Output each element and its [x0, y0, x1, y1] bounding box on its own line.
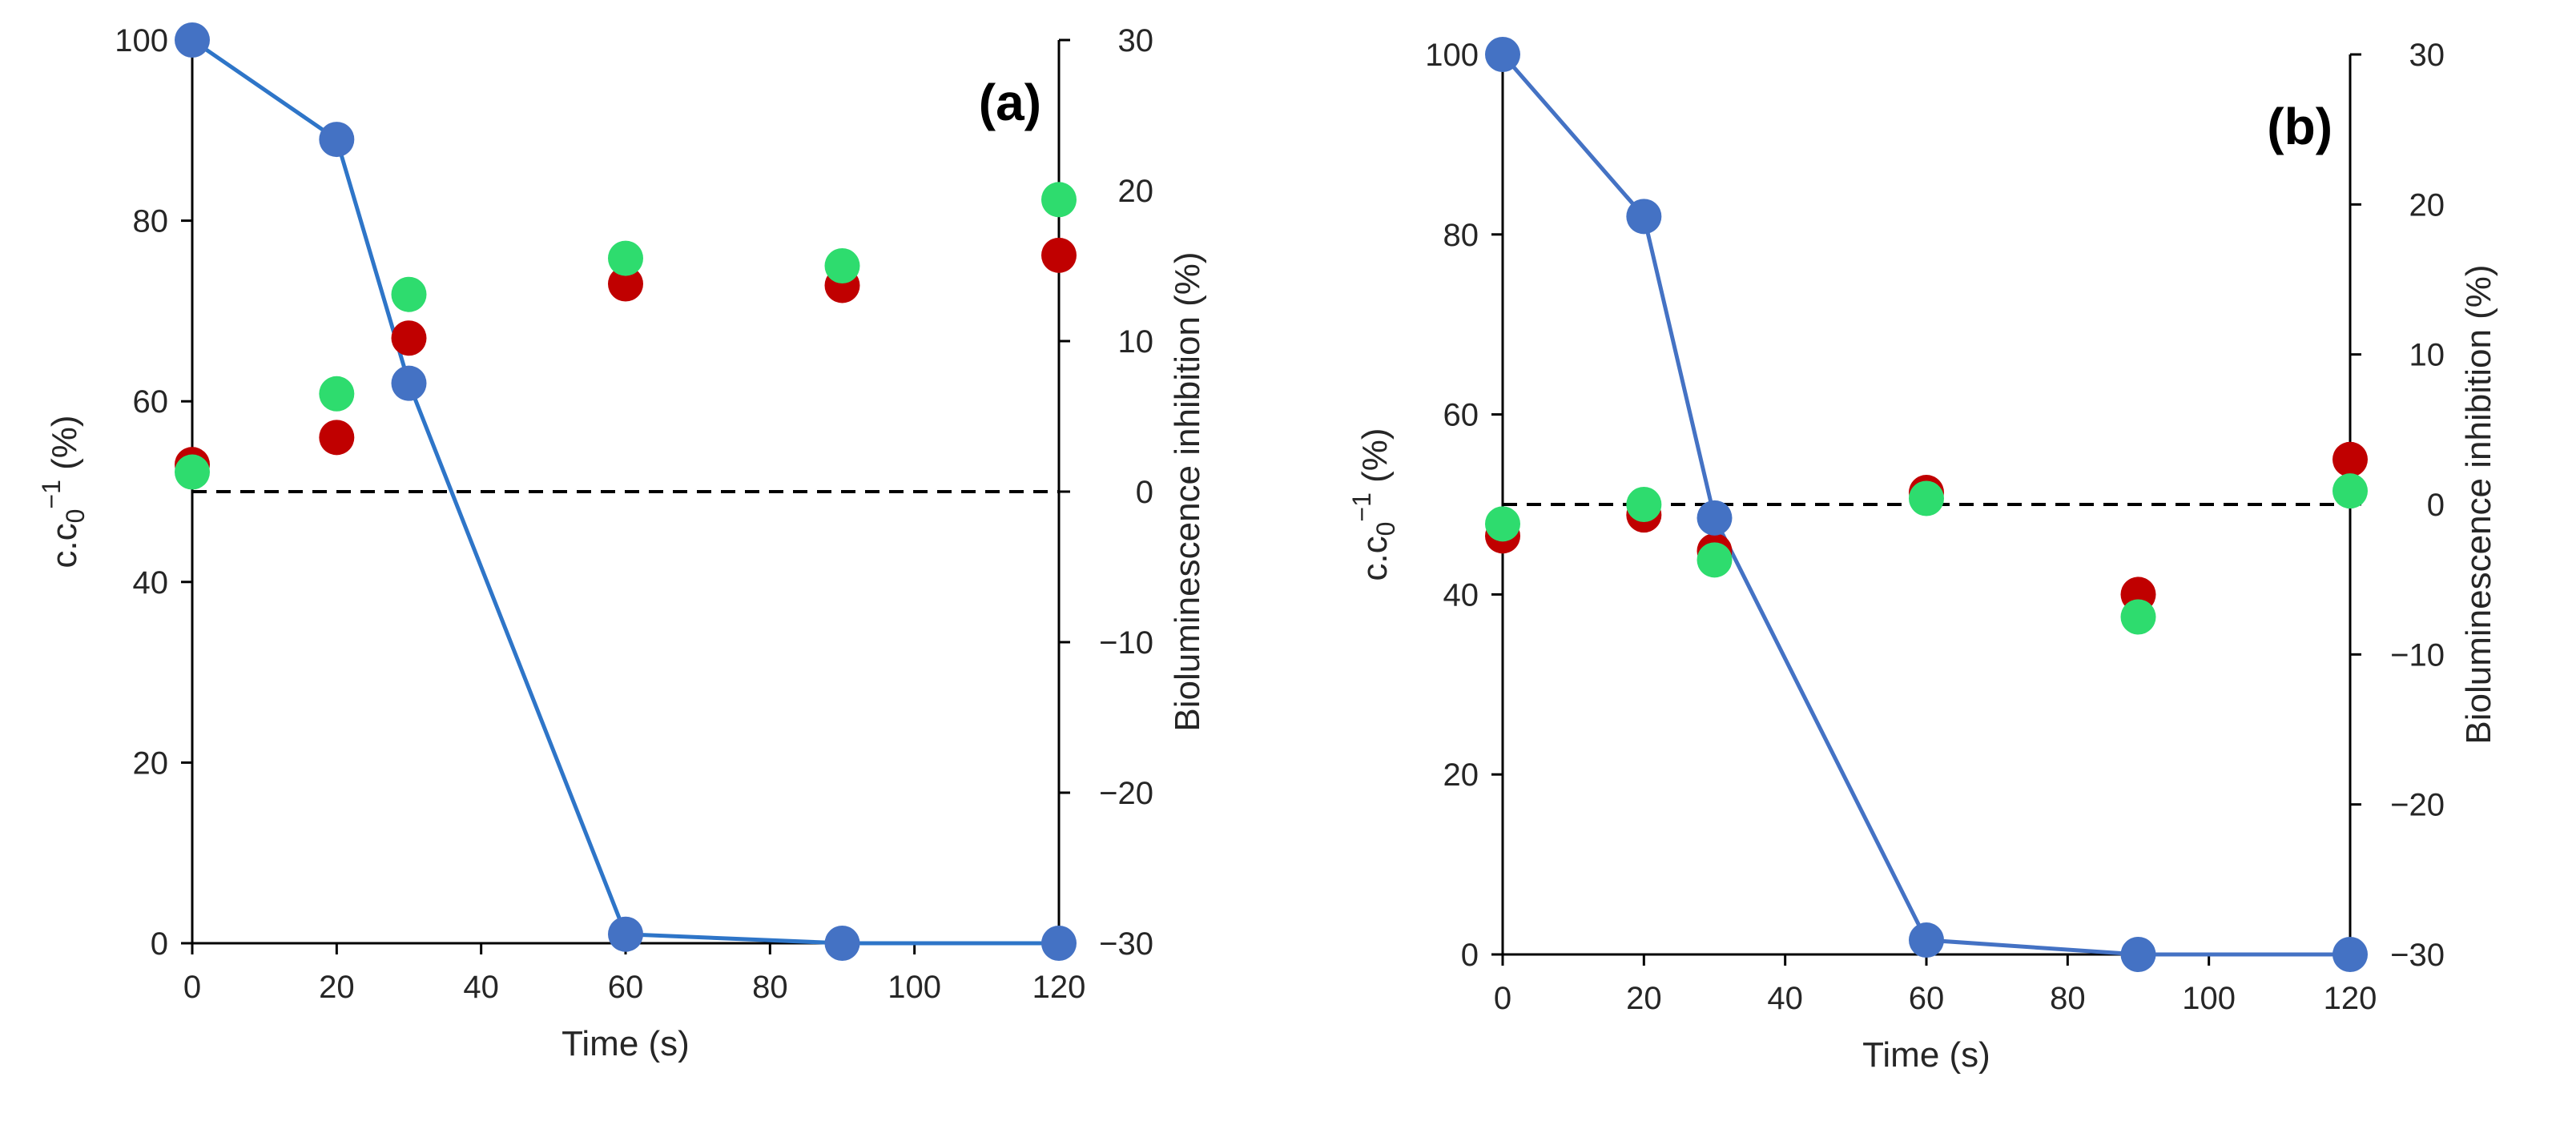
- data-point-c-c0: [2332, 937, 2368, 972]
- x-tick-label: 80: [2050, 981, 2086, 1016]
- data-point-c-c0: [1626, 199, 1662, 235]
- chart-panel-b: 0 20 40 60 80 100 120 0 20 40 60 80 100 −30 −20 −10 0 10 2…: [1347, 37, 2498, 1075]
- data-point-inhibition-green: [1909, 480, 1944, 516]
- y-tick-label: 80: [1443, 218, 1479, 253]
- y2-tick-label: −20: [2390, 788, 2445, 823]
- data-point-inhibition-green: [319, 376, 355, 412]
- x-tick-label: 0: [183, 970, 201, 1005]
- y-tick-label: 0: [151, 926, 168, 962]
- data-point-inhibition-red: [319, 420, 355, 456]
- y-tick-label: 100: [115, 23, 168, 58]
- y2-tick-label: 0: [2427, 488, 2445, 523]
- y2-axis-title: Bioluminescence inhibition (%): [1168, 251, 1207, 731]
- y2-tick-label: −10: [2390, 637, 2445, 673]
- data-point-inhibition-green: [1041, 182, 1077, 218]
- y-tick-label: 20: [133, 745, 169, 781]
- data-point-c-c0: [1909, 922, 1944, 958]
- y2-tick-label: 10: [1118, 324, 1154, 360]
- data-point-inhibition-green: [391, 276, 427, 312]
- y-tick-label: 60: [133, 384, 169, 420]
- y-tick-label: 100: [1425, 38, 1479, 73]
- x-axis-title: Time (s): [1862, 1035, 1990, 1075]
- y2-tick-label: −20: [1099, 776, 1153, 811]
- data-point-c-c0: [391, 365, 427, 401]
- series-line-c-c0: [191, 38, 1059, 946]
- y-axis-title: c.c0−1 (%): [1347, 428, 1400, 581]
- y2-tick-label: 30: [2409, 38, 2445, 73]
- series-line-c-c0: [1501, 53, 2350, 957]
- data-point-inhibition-red: [391, 320, 427, 356]
- data-point-c-c0: [1697, 500, 1733, 536]
- data-point-c-c0: [319, 122, 355, 158]
- data-point-inhibition-green: [1626, 487, 1662, 522]
- x-tick-label: 120: [2324, 981, 2377, 1016]
- data-point-inhibition-green: [608, 240, 643, 276]
- y2-axis-title: Bioluminescence inhibition (%): [2459, 264, 2498, 744]
- x-tick-label: 40: [463, 970, 499, 1005]
- x-tick-label: 60: [608, 970, 644, 1005]
- data-point-inhibition-green: [1697, 542, 1733, 578]
- panel-label: (b): [2267, 98, 2332, 155]
- y2-tick-label: −30: [2390, 938, 2445, 973]
- data-point-c-c0: [2120, 937, 2156, 972]
- data-point-inhibition-green: [175, 454, 210, 490]
- x-tick-label: 20: [319, 970, 355, 1005]
- data-point-inhibition-green: [2120, 599, 2156, 635]
- y-tick-label: 80: [133, 204, 169, 239]
- y2-tick-label: −10: [1099, 625, 1153, 661]
- data-point-inhibition-green: [1485, 506, 1520, 542]
- y2-tick-label: 20: [2409, 187, 2445, 223]
- x-tick-label: 40: [1767, 981, 1803, 1016]
- x-tick-label: 20: [1626, 981, 1662, 1016]
- data-point-inhibition-red: [2332, 441, 2368, 477]
- data-point-inhibition-green: [2332, 473, 2368, 509]
- y2-tick-label: 10: [2409, 338, 2445, 373]
- data-point-inhibition-red: [608, 266, 643, 302]
- panel-label: (a): [979, 74, 1041, 131]
- y-tick-label: 40: [133, 565, 169, 601]
- data-point-c-c0: [824, 926, 860, 961]
- y-tick-label: 60: [1443, 398, 1479, 433]
- x-tick-label: 100: [888, 970, 941, 1005]
- data-point-c-c0: [608, 916, 643, 952]
- y-tick-label: 20: [1443, 757, 1479, 793]
- y-tick-label: 40: [1443, 577, 1479, 613]
- data-point-c-c0: [1041, 926, 1077, 961]
- x-tick-label: 100: [2182, 981, 2236, 1016]
- x-tick-label: 120: [1032, 970, 1086, 1005]
- y-tick-label: 0: [1461, 938, 1479, 973]
- x-tick-label: 60: [1909, 981, 1945, 1016]
- chart-panel-a: 0 20 40 60 80 100 120 0 20 40 60 80 100 −30 −20 −10 0 10 2…: [37, 22, 1207, 1063]
- data-point-inhibition-green: [824, 248, 860, 283]
- y2-tick-label: 20: [1118, 174, 1154, 209]
- data-point-c-c0: [175, 22, 210, 58]
- data-point-c-c0: [1485, 37, 1520, 72]
- data-point-inhibition-red: [1041, 237, 1077, 273]
- x-tick-label: 80: [752, 970, 788, 1005]
- y-axis-title: c.c0−1 (%): [37, 415, 90, 568]
- y2-tick-label: 0: [1136, 475, 1153, 510]
- y2-tick-label: 30: [1118, 23, 1154, 58]
- x-tick-label: 0: [1494, 981, 1511, 1016]
- y2-tick-label: −30: [1099, 926, 1153, 962]
- x-axis-title: Time (s): [561, 1024, 690, 1063]
